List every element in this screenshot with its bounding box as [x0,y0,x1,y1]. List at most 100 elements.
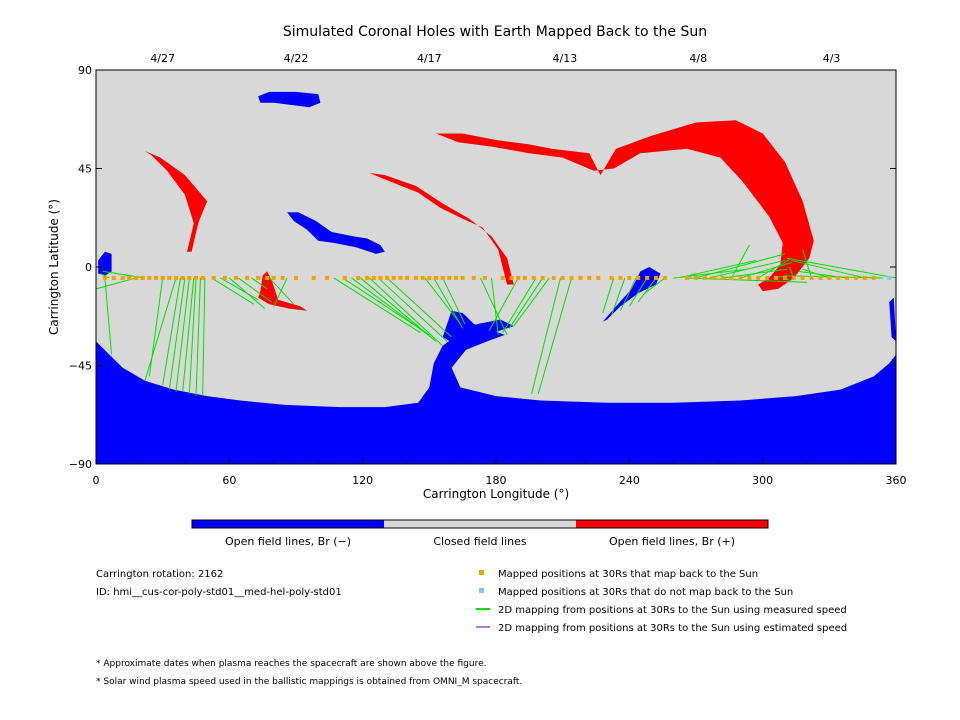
mapped-point-69 [729,275,734,280]
mapping-line-14 [220,277,259,301]
mapped-point-33 [398,275,403,280]
mapped-point-74 [774,275,778,280]
mapped-point-59 [627,275,632,280]
mapped-point-55 [587,275,592,280]
model-id: ID: hmi__cus-cor-poly-std01__med-hel-pol… [96,587,342,598]
date-label-5: 4/3 [823,52,841,65]
mapping-line-40 [619,277,637,311]
legend-label-1: Mapped positions at 30Rs that do not map… [498,587,793,598]
mapped-point-65 [694,275,698,280]
mapping-line-31 [491,277,499,335]
unmapped-point-0 [887,275,892,280]
mapping-lines [96,244,896,397]
footnote-1: * Approximate dates when plasma reaches … [96,659,487,669]
mapping-line-29 [442,277,466,325]
mapped-point-16 [222,275,227,280]
mapping-line-9 [182,277,195,392]
mapped-point-11 [180,275,185,280]
mapped-point-83 [854,275,858,280]
mapping-line-28 [433,277,464,329]
mapped-point-0 [102,275,107,280]
mapped-point-24 [311,275,316,280]
mapped-point-48 [522,275,527,280]
mapping-line-49 [740,262,792,279]
mapped-point-45 [500,275,505,280]
mapped-point-54 [578,275,583,280]
north-small-hole [258,91,321,108]
legend-label-3: 2D mapping from positions at 30Rs to the… [498,623,847,634]
colorbar-segment-1 [384,520,576,528]
mapping-line-11 [195,277,201,397]
mapped-point-42 [460,275,465,280]
mapped-point-15 [211,275,216,280]
mapping-line-7 [168,277,186,390]
mapping-line-37 [537,277,573,395]
mapped-point-7 [154,275,158,280]
mapped-point-20 [265,275,270,280]
mid-north-hole [287,212,385,254]
date-label-0: 4/27 [150,52,175,65]
mapping-line-50 [757,257,792,279]
mapping-line-0 [104,277,113,355]
mapping-line-33 [502,277,537,333]
mapping-line-38 [602,277,615,314]
mapped-point-36 [420,275,425,280]
mapped-point-23 [294,275,298,280]
mapped-point-67 [711,275,716,280]
mapping-line-35 [513,277,550,327]
mapped-point-18 [245,275,250,280]
mapped-point-40 [447,275,452,280]
mapping-line-43 [644,277,666,294]
colorbar-segment-2 [576,520,768,528]
date-label-3: 4/13 [553,52,578,65]
date-label-2: 4/17 [417,52,442,65]
x-tick-label-300: 300 [752,474,773,487]
colorbar-segment-0 [192,520,384,528]
y-tick-label-90: 90 [78,64,92,77]
x-tick-label-120: 120 [352,474,373,487]
equator-hole-west-edge [98,251,112,276]
y-tick-label--45: −45 [69,360,92,373]
mapped-point-53 [569,275,574,280]
mapped-point-73 [765,275,770,280]
mapped-point-58 [618,275,623,280]
mapped-point-49 [531,275,536,280]
mapped-point-80 [827,275,832,280]
mapped-point-85 [871,275,876,280]
mapped-point-34 [405,275,410,280]
mapping-line-13 [211,277,255,305]
mapped-point-63 [662,275,667,280]
mapped-point-71 [747,275,752,280]
mapped-point-50 [540,275,545,280]
mapped-point-27 [356,275,361,280]
mapping-line-16 [237,277,272,303]
mapping-line-61 [731,244,750,279]
mapping-line-26 [386,277,452,338]
mapping-line-17 [251,277,268,290]
mapped-point-10 [174,275,178,280]
mapped-point-9 [167,275,172,280]
date-label-1: 4/22 [284,52,309,65]
legend-marker-1 [479,588,484,593]
mapped-point-19 [256,275,261,280]
mapping-line-15 [229,277,266,309]
colorbar-frame [191,519,769,529]
mapped-point-3 [127,275,132,280]
x-axis-label: Carrington Longitude (°) [423,487,569,501]
mapped-point-60 [636,275,641,280]
mapped-point-21 [271,275,276,280]
mapped-point-32 [391,275,396,280]
mapped-point-51 [551,275,556,280]
mapped-point-57 [609,275,614,280]
mapped-point-44 [482,275,487,280]
mapped-point-52 [560,275,565,280]
mapped-point-43 [471,275,476,280]
mapped-point-46 [509,275,514,280]
mapping-line-36 [531,277,561,395]
mapping-line-5 [144,277,177,381]
axes: 0 60 120 180 240 300 360 −90 −45 0 45 90 [69,64,907,487]
colorbar-label-0: Open field lines, Br (−) [225,535,351,548]
y-tick-label-0: 0 [85,261,92,274]
colorbar-label-2: Open field lines, Br (+) [609,535,735,548]
